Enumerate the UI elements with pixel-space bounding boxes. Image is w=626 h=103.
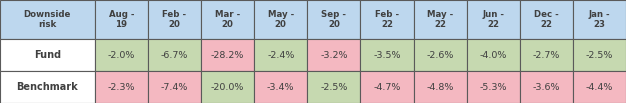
Bar (95, 39, 148, 71)
Bar (466, 71, 520, 103)
Bar (201, 71, 254, 103)
Text: -6.7%: -6.7% (161, 51, 188, 60)
Text: -2.0%: -2.0% (108, 51, 135, 60)
Text: Benchmark: Benchmark (16, 82, 78, 92)
Text: -3.6%: -3.6% (533, 83, 560, 92)
Bar (201, 39, 254, 71)
Bar (0, 0, 95, 39)
Bar (201, 0, 254, 39)
Bar (254, 0, 307, 39)
Text: May -
22: May - 22 (427, 10, 453, 29)
Text: -28.2%: -28.2% (211, 51, 244, 60)
Text: Jan -
23: Jan - 23 (588, 10, 610, 29)
Text: -2.6%: -2.6% (426, 51, 454, 60)
Bar (520, 39, 573, 71)
Text: -2.7%: -2.7% (533, 51, 560, 60)
Text: -2.3%: -2.3% (108, 83, 135, 92)
Text: -5.3%: -5.3% (480, 83, 507, 92)
Bar (148, 71, 201, 103)
Text: -3.2%: -3.2% (320, 51, 347, 60)
Text: Jun -
22: Jun - 22 (482, 10, 504, 29)
Bar (95, 0, 148, 39)
Text: Fund: Fund (34, 50, 61, 60)
Bar (254, 71, 307, 103)
Bar (414, 0, 466, 39)
Bar (307, 0, 361, 39)
Bar (361, 71, 414, 103)
Text: Feb -
22: Feb - 22 (375, 10, 399, 29)
Text: Downside
risk: Downside risk (24, 10, 71, 29)
Text: -3.4%: -3.4% (267, 83, 294, 92)
Bar (95, 71, 148, 103)
Bar (573, 39, 626, 71)
Bar (148, 0, 201, 39)
Text: Sep -
20: Sep - 20 (321, 10, 346, 29)
Text: -4.8%: -4.8% (426, 83, 454, 92)
Bar (0, 71, 95, 103)
Text: -4.0%: -4.0% (480, 51, 507, 60)
Text: May -
20: May - 20 (268, 10, 294, 29)
Bar (573, 71, 626, 103)
Bar (307, 39, 361, 71)
Bar (466, 0, 520, 39)
Text: -2.5%: -2.5% (586, 51, 613, 60)
Text: Aug -
19: Aug - 19 (109, 10, 134, 29)
Bar (254, 39, 307, 71)
Text: Dec -
22: Dec - 22 (534, 10, 558, 29)
Text: -7.4%: -7.4% (161, 83, 188, 92)
Text: -4.4%: -4.4% (586, 83, 613, 92)
Bar (520, 71, 573, 103)
Bar (361, 39, 414, 71)
Bar (466, 39, 520, 71)
Text: Mar -
20: Mar - 20 (215, 10, 240, 29)
Text: -3.5%: -3.5% (373, 51, 401, 60)
Bar (307, 71, 361, 103)
Text: Feb -
20: Feb - 20 (163, 10, 187, 29)
Bar (414, 39, 466, 71)
Bar (414, 71, 466, 103)
Bar (148, 39, 201, 71)
Bar (0, 39, 95, 71)
Text: -2.4%: -2.4% (267, 51, 294, 60)
Bar (573, 0, 626, 39)
Text: -20.0%: -20.0% (211, 83, 244, 92)
Bar (520, 0, 573, 39)
Text: -2.5%: -2.5% (320, 83, 347, 92)
Text: -4.7%: -4.7% (373, 83, 401, 92)
Bar (361, 0, 414, 39)
